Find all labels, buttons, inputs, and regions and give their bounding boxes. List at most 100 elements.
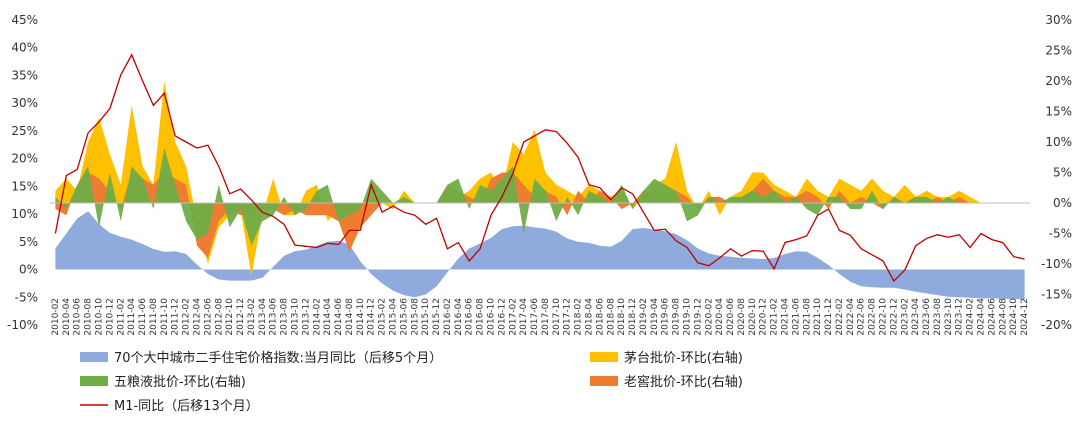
legend-swatch [590,376,618,386]
x-axis-tick-label: 2012-02 [182,298,192,336]
x-axis-tick-label: 2020-04 [715,298,725,336]
x-axis-tick-label: 2023-06 [922,298,932,336]
series-m1-line [54,53,1025,283]
x-axis-tick-label: 2019-06 [661,298,671,336]
left-axis-tick-label: 10% [11,207,38,221]
x-axis-tick-label: 2015-06 [399,298,409,336]
x-axis-tick-label: 2021-10 [813,298,823,336]
legend-label: 五粮液批价-环比(右轴) [114,375,246,390]
right-axis-tick-label: -5% [1049,227,1072,241]
x-axis-tick-label: 2020-08 [737,298,747,336]
x-axis-tick-label: 2016-04 [454,298,464,336]
x-axis-tick-label: 2014-12 [367,298,377,336]
legend-label: 老窖批价-环比(右轴) [624,374,743,390]
right-axis-tick-label: 25% [1045,44,1072,58]
x-axis-tick-label: 2022-06 [857,298,867,336]
x-axis-tick-label: 2023-02 [900,298,910,336]
x-axis-tick-label: 2022-08 [868,298,878,336]
left-axis-tick-label: 45% [11,13,38,27]
left-axis-tick-label: 35% [11,68,38,82]
x-axis-tick-label: 2021-12 [824,298,834,336]
x-axis-tick-label: 2018-04 [585,298,595,336]
x-axis-tick-label: 2024-12 [1020,298,1030,336]
x-axis-tick-label: 2023-12 [955,298,965,336]
x-axis-tick-label: 2020-02 [704,298,714,336]
x-axis-tick-label: 2024-08 [998,298,1008,336]
x-axis-tick-label: 2023-10 [944,298,954,336]
x-axis-tick-label: 2022-02 [835,298,845,336]
x-axis-tick-label: 2024-02 [966,298,976,336]
right-axis-tick-label: -10% [1041,257,1072,271]
legend-swatch [80,352,108,362]
x-axis-tick-label: 2023-04 [911,298,921,336]
right-axis-tick-label: 5% [1053,166,1072,180]
x-axis-tick-label: 2014-06 [334,298,344,336]
x-axis-tick-label: 2017-12 [563,298,573,336]
x-axis-tick-label: 2024-06 [987,298,997,336]
x-axis-tick-label: 2017-08 [541,298,551,336]
x-axis-tick-label: 2018-10 [617,298,627,336]
x-axis-tick-label: 2016-02 [443,298,453,336]
x-axis-tick-label: 2015-04 [389,298,399,336]
left-axis-tick-label: 15% [11,179,38,193]
x-axis-tick-label: 2010-06 [73,298,83,336]
x-axis-tick-label: 2011-06 [138,298,148,336]
series-housing-area [55,211,1025,300]
x-axis-tick-label: 2021-06 [791,298,801,336]
x-axis-tick-label: 2015-08 [410,298,420,336]
x-axis-tick-label: 2012-10 [225,298,235,336]
left-axis-tick-label: 5% [19,235,38,249]
x-axis-tick-label: 2015-10 [421,298,431,336]
x-axis-tick-label: 2018-06 [595,298,605,336]
x-axis-tick-label: 2013-10 [291,298,301,336]
series-moutai-area [55,81,1025,277]
x-axis-tick-label: 2016-06 [465,298,475,336]
x-axis-tick-label: 2014-04 [323,298,333,336]
x-axis-tick-label: 2021-02 [770,298,780,336]
left-axis-tick-label: 25% [11,124,38,138]
left-axis-tick-label: -5% [15,290,38,304]
x-axis-tick-label: 2010-04 [62,298,72,336]
series-wuliangye-area [55,148,1025,246]
line-layer [54,53,1025,283]
x-axis-tick-label: 2024-04 [977,298,987,336]
x-axis-tick-label: 2013-12 [301,298,311,336]
legend-swatch [590,352,618,362]
x-axis-tick-label: 2023-08 [933,298,943,336]
x-axis-tick-label: 2011-02 [116,298,126,336]
x-axis-tick-label: 2019-12 [693,298,703,336]
left-axis-tick-label: 40% [11,41,38,55]
x-axis-tick-label: 2016-10 [487,298,497,336]
right-axis-tick-label: 10% [1045,135,1072,149]
x-axis-tick-label: 2016-08 [476,298,486,336]
x-axis-tick-label: 2010-10 [95,298,105,336]
x-axis-tick-label: 2019-04 [650,298,660,336]
x-axis-tick-label: 2021-04 [781,298,791,336]
x-axis-tick-label: 2018-12 [628,298,638,336]
x-axis-tick-label: 2022-04 [846,298,856,336]
right-axis-tick-label: 30% [1045,13,1072,27]
x-axis-tick-label: 2017-10 [552,298,562,336]
legend-label: M1-同比（后移13个月） [114,399,259,414]
left-axis-tick-label: 0% [19,263,38,277]
right-axis-tick-label: 20% [1045,74,1072,88]
x-axis-tick-label: 2017-04 [519,298,529,336]
x-axis-tick-label: 2017-02 [508,298,518,336]
x-axis-tick-label: 2010-12 [105,298,115,336]
x-axis-tick-label: 2018-08 [606,298,616,336]
right-axis-tick-label: -20% [1041,318,1072,332]
x-axis-tick-label: 2014-08 [345,298,355,336]
x-axis-tick-label: 2022-10 [879,298,889,336]
x-axis-tick-label: 2012-06 [203,298,213,336]
x-axis-tick-label: 2019-02 [639,298,649,336]
x-axis-tick-label: 2021-08 [802,298,812,336]
left-axis-tick-label: 30% [11,96,38,110]
x-axis-tick-label: 2011-10 [160,298,170,336]
x-axis-tick-label: 2012-04 [193,298,203,336]
x-axis-tick-label: 2014-02 [312,298,322,336]
x-axis-tick-label: 2012-12 [236,298,246,336]
x-axis-tick-label: 2024-10 [1009,298,1019,336]
legend-label: 70个大中城市二手住宅价格指数:当月同比（后移5个月） [114,350,442,366]
